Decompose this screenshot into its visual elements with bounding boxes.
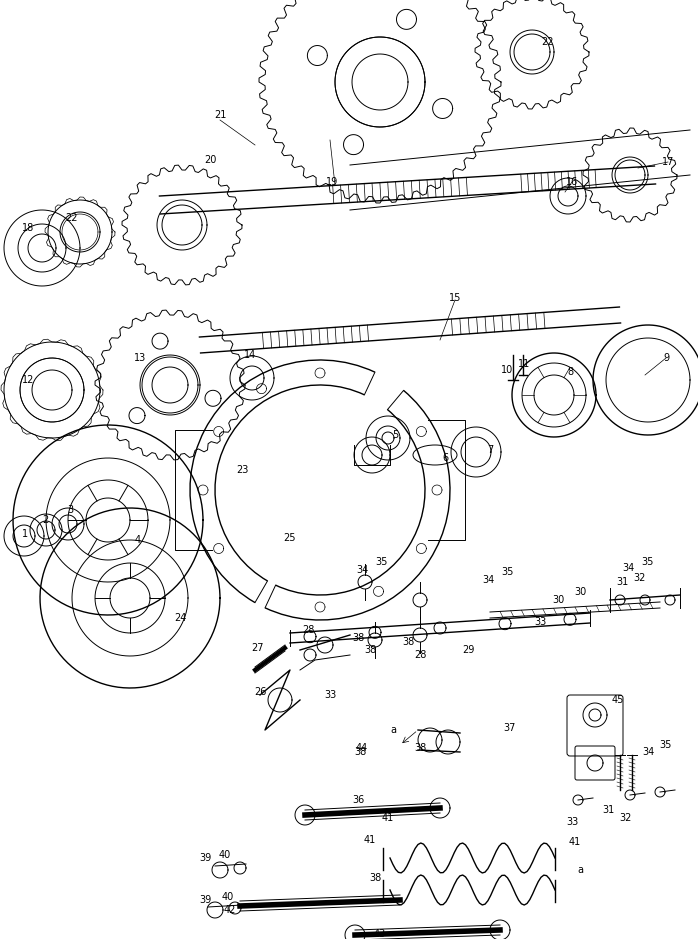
Text: 8: 8 (567, 367, 573, 377)
Text: 41: 41 (364, 835, 376, 845)
Text: 33: 33 (534, 617, 546, 627)
Text: 42: 42 (224, 905, 236, 915)
Text: a: a (577, 865, 583, 875)
Text: 38: 38 (364, 645, 376, 655)
Text: 13: 13 (134, 353, 146, 363)
Text: 20: 20 (204, 155, 216, 165)
Text: 35: 35 (642, 557, 654, 567)
Text: 34: 34 (482, 575, 494, 585)
Text: 34: 34 (622, 563, 634, 573)
Text: 17: 17 (662, 157, 674, 167)
Text: 11: 11 (518, 359, 530, 369)
Text: 35: 35 (502, 567, 514, 577)
Text: 14: 14 (244, 350, 256, 360)
Text: 25: 25 (284, 533, 296, 543)
Text: 12: 12 (22, 375, 34, 385)
Text: 35: 35 (659, 740, 671, 750)
Text: 15: 15 (449, 293, 461, 303)
Text: 6: 6 (442, 453, 448, 463)
Text: 18: 18 (22, 223, 34, 233)
Text: 38: 38 (354, 747, 366, 757)
Text: 44: 44 (356, 743, 368, 753)
Text: 32: 32 (620, 813, 632, 823)
Text: 34: 34 (356, 565, 368, 575)
Text: 9: 9 (663, 353, 669, 363)
Text: 29: 29 (462, 645, 474, 655)
Text: 41: 41 (569, 837, 581, 847)
Text: 30: 30 (574, 587, 586, 597)
Text: 38: 38 (402, 637, 414, 647)
Text: 1: 1 (22, 529, 28, 539)
Text: 23: 23 (236, 465, 248, 475)
Text: 3: 3 (67, 505, 73, 515)
Text: 2: 2 (42, 515, 48, 525)
Text: 16: 16 (566, 177, 578, 187)
Text: 24: 24 (174, 613, 186, 623)
Text: 38: 38 (369, 873, 381, 883)
Text: 32: 32 (634, 573, 646, 583)
Text: 33: 33 (566, 817, 578, 827)
Text: 22: 22 (542, 37, 554, 47)
Text: 10: 10 (501, 365, 513, 375)
Text: 21: 21 (214, 110, 226, 120)
Text: 39: 39 (199, 895, 211, 905)
Text: a: a (390, 725, 396, 735)
Polygon shape (430, 798, 450, 818)
Text: 27: 27 (252, 643, 265, 653)
Text: 36: 36 (352, 795, 364, 805)
Text: 26: 26 (254, 687, 266, 697)
Text: 45: 45 (612, 695, 624, 705)
Text: 30: 30 (552, 595, 564, 605)
Text: 43: 43 (374, 929, 386, 939)
Text: 5: 5 (392, 430, 398, 440)
Text: 41: 41 (382, 813, 394, 823)
Text: 31: 31 (616, 577, 628, 587)
Text: 28: 28 (302, 625, 314, 635)
Text: 38: 38 (352, 633, 364, 643)
Text: 38: 38 (414, 743, 426, 753)
Text: 7: 7 (487, 445, 493, 455)
Text: 40: 40 (219, 850, 231, 860)
Text: 35: 35 (376, 557, 388, 567)
Text: 4: 4 (135, 535, 141, 545)
Text: 31: 31 (602, 805, 614, 815)
Polygon shape (345, 925, 365, 939)
Text: 33: 33 (324, 690, 336, 700)
Text: 28: 28 (414, 650, 426, 660)
Text: 19: 19 (326, 177, 338, 187)
Polygon shape (295, 805, 315, 825)
Text: 34: 34 (642, 747, 654, 757)
Text: 22: 22 (66, 213, 78, 223)
Text: 40: 40 (222, 892, 234, 902)
Text: 37: 37 (504, 723, 517, 733)
Polygon shape (490, 920, 510, 939)
Text: 39: 39 (199, 853, 211, 863)
